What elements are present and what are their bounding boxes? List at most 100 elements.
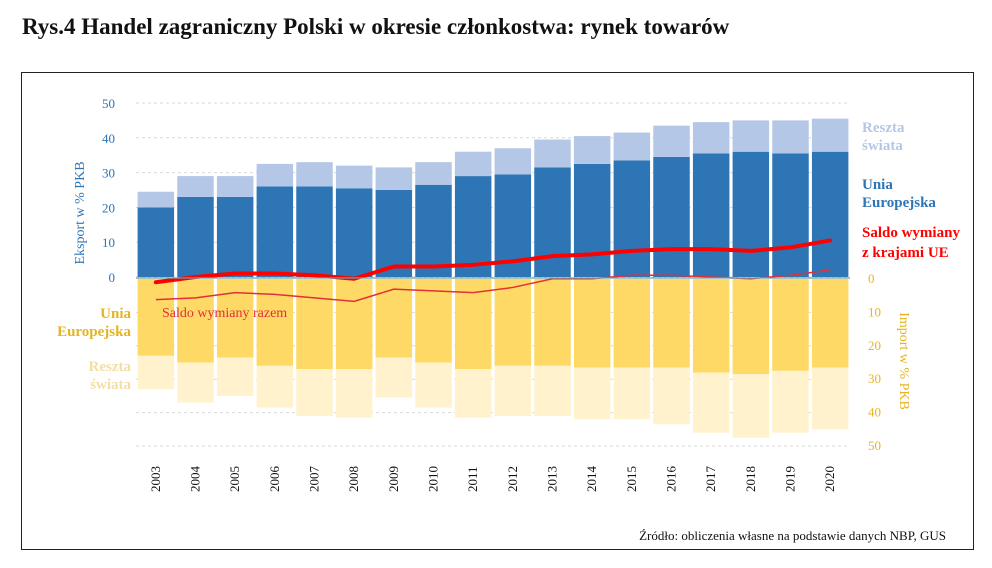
label-saldo-total: Saldo wymiany razem xyxy=(162,306,287,321)
bar-import-eu xyxy=(811,279,849,368)
bar-import-row xyxy=(534,365,571,416)
x-tick-label: 2016 xyxy=(664,466,679,493)
bar-import-row xyxy=(454,369,492,418)
label-saldo-eu: Saldo wymiany z krajami UE xyxy=(862,225,960,261)
x-tick-label: 2010 xyxy=(426,466,441,492)
bar-export-row xyxy=(613,132,651,161)
bar-export-eu xyxy=(296,186,333,277)
bar-import-row xyxy=(375,357,413,398)
grid-lines xyxy=(136,102,850,447)
right-tick-label: 10 xyxy=(868,304,881,319)
right-tick-label: 30 xyxy=(868,371,881,386)
line-saldo-eu xyxy=(153,238,833,285)
bar-export-eu xyxy=(573,163,611,277)
x-tick-label: 2012 xyxy=(505,466,520,492)
bar-export-row xyxy=(692,122,730,154)
bar-import-eu xyxy=(454,279,492,370)
bar-export-row xyxy=(454,151,492,177)
bar-export-eu xyxy=(613,160,651,277)
left-tick-label: 30 xyxy=(102,166,115,181)
x-tick-label: 2009 xyxy=(386,466,401,492)
bar-export-eu xyxy=(375,190,413,277)
bar-export-row xyxy=(494,148,532,175)
bar-export-row xyxy=(216,176,254,197)
left-axis-title: Eksport w % PKB xyxy=(73,161,88,264)
x-tick-label: 2020 xyxy=(822,466,837,492)
x-tick-label: 2019 xyxy=(783,466,798,492)
bar-import-row xyxy=(811,367,849,430)
bar-import-eu xyxy=(732,279,770,375)
bar-import-row xyxy=(335,369,373,418)
bar-import-row xyxy=(573,367,611,420)
bar-export-row xyxy=(177,176,214,197)
bar-import-eu xyxy=(335,279,373,370)
bar-import-row xyxy=(732,374,770,438)
x-tick-label: 2007 xyxy=(307,466,322,493)
bar-import-row xyxy=(296,369,333,416)
axes-group: 0 10 20 30 40 50 0 10 20 30 40 50 2003 2004 2005 2006 20… xyxy=(73,96,911,492)
chart-title: Rys.4 Handel zagraniczny Polski w okresi… xyxy=(22,14,730,39)
bar-import-row xyxy=(137,355,175,390)
bar-import-row xyxy=(613,367,651,420)
bar-import-row xyxy=(653,367,690,425)
x-tick-label: 2003 xyxy=(148,466,163,492)
bar-export-row xyxy=(534,139,571,168)
x-tick-label: 2011 xyxy=(465,466,480,492)
bar-export-row xyxy=(375,167,413,190)
bar-import-eu xyxy=(375,279,413,358)
right-axis-title: Import w % PKB xyxy=(896,312,911,410)
left-tick-label: 40 xyxy=(102,131,115,146)
left-tick-label: 20 xyxy=(102,200,115,215)
x-tick-label: 2006 xyxy=(267,466,282,493)
bar-import-eu xyxy=(177,279,214,363)
bar-import-eu xyxy=(415,279,452,363)
bar-export-eu xyxy=(653,156,690,277)
x-tick-label: 2018 xyxy=(743,466,758,492)
bar-import-eu xyxy=(137,279,175,356)
right-tick-label: 40 xyxy=(868,405,881,420)
bar-export-eu xyxy=(811,151,849,277)
bar-import-eu xyxy=(534,279,571,366)
bar-export-eu xyxy=(137,207,175,277)
x-tick-label: 2013 xyxy=(545,466,560,492)
bar-export-row xyxy=(296,162,333,187)
bar-import-eu xyxy=(772,279,809,371)
label-eu-import: Unia Europejska xyxy=(57,306,131,340)
line-saldo-total xyxy=(155,269,831,303)
bar-export-row xyxy=(811,118,849,152)
bar-import-row xyxy=(494,365,532,416)
x-tick-label: 2004 xyxy=(188,466,203,493)
bar-import-row xyxy=(692,372,730,433)
bar-import-eu xyxy=(653,279,690,368)
label-row-import: Reszta świata xyxy=(89,359,132,393)
bar-import-row xyxy=(256,365,294,408)
source-note: Źródło: obliczenia własne na podstawie d… xyxy=(639,528,946,543)
bar-export-row xyxy=(772,120,809,154)
bar-import-eu xyxy=(296,279,333,370)
bar-export-row xyxy=(732,120,770,152)
right-tick-label: 20 xyxy=(868,338,881,353)
bar-export-eu xyxy=(415,184,452,277)
x-tick-label: 2015 xyxy=(624,466,639,492)
bar-import-eu xyxy=(692,279,730,373)
bar-import-eu xyxy=(613,279,651,368)
bar-export-eu xyxy=(256,186,294,277)
bar-export-row xyxy=(335,165,373,189)
chart-frame xyxy=(21,72,974,550)
bar-import-row xyxy=(216,357,254,396)
right-tick-label: 0 xyxy=(868,271,875,286)
bar-export-eu xyxy=(454,176,492,277)
left-tick-label: 10 xyxy=(102,235,115,250)
right-tick-label: 50 xyxy=(868,438,881,453)
lines-group xyxy=(153,238,833,303)
bar-export-eu xyxy=(335,188,373,277)
bar-import-row xyxy=(772,370,809,433)
bar-import-eu xyxy=(573,279,611,368)
label-row-export: Reszta świata xyxy=(862,120,905,154)
bar-import-eu xyxy=(494,279,532,366)
bar-export-row xyxy=(573,136,611,164)
label-eu-export: Unia Europejska xyxy=(862,177,936,211)
bar-import-row xyxy=(177,362,214,403)
bar-export-eu xyxy=(772,153,809,277)
